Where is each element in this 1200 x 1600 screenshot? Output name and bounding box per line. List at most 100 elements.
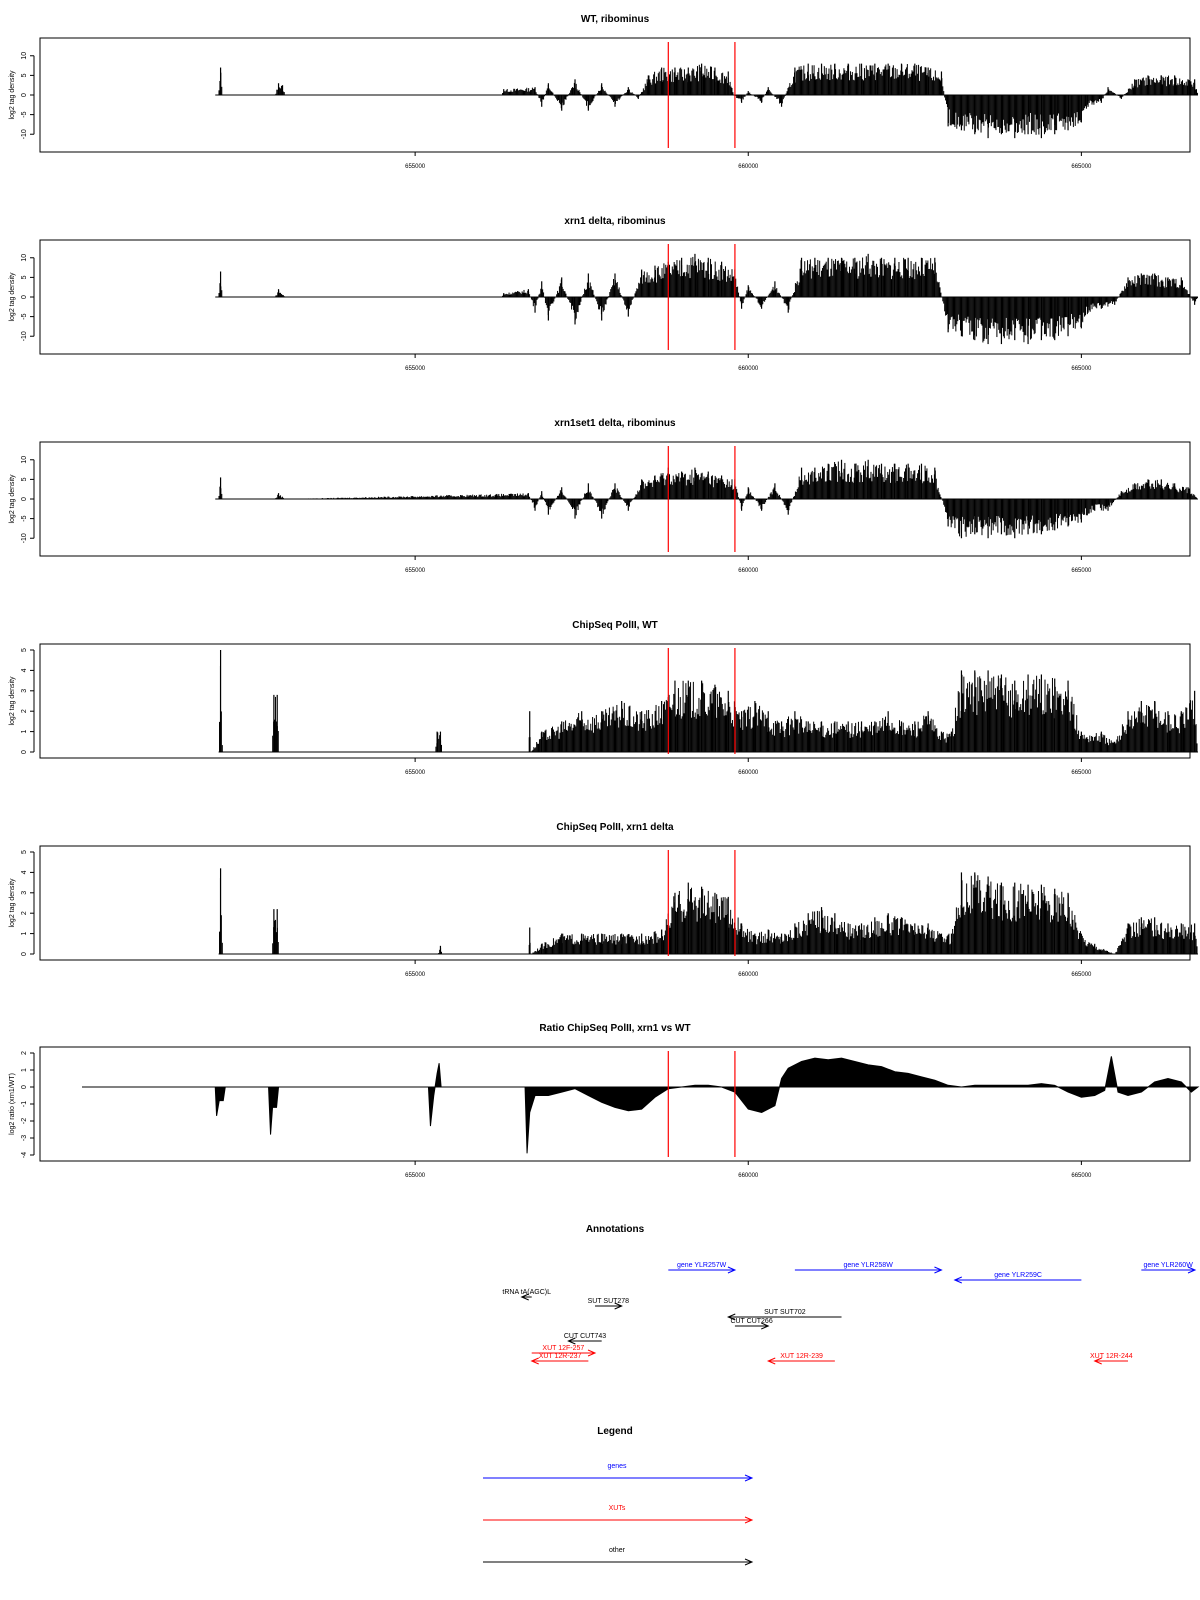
y-tick-label: 10 [21, 52, 28, 60]
xut-label: XUT 12R-237 [539, 1353, 582, 1360]
y-axis-label: log2 tag density [9, 878, 16, 928]
x-axis: 655000 660000 665000 [405, 354, 1092, 372]
x-tick-label: 665000 [1071, 366, 1092, 372]
signal-series [218, 253, 1198, 345]
gene-label: gene YLR260W [1144, 1262, 1194, 1269]
x-tick-label: 660000 [738, 164, 759, 170]
x-axis: 655000 660000 665000 [405, 556, 1092, 574]
y-tick-label: 3 [21, 891, 28, 895]
y-axis-label: log2 tag density [9, 474, 16, 524]
panel-title: xrn1set1 delta, ribominus [554, 418, 676, 429]
y-axis: 0 1 2 3 4 5 [21, 648, 35, 754]
x-tick-label: 660000 [738, 770, 759, 776]
y-tick-label: -5 [21, 515, 28, 521]
signal-series [219, 650, 1198, 752]
y-tick-label: 1 [21, 1068, 28, 1072]
panel-title: xrn1 delta, ribominus [564, 216, 666, 227]
signal-series [218, 459, 1198, 539]
y-tick-label: 5 [21, 477, 28, 481]
panel-title: ChipSeq PolII, xrn1 delta [556, 822, 674, 833]
x-tick-label: 660000 [738, 972, 759, 978]
gene-feature-4: gene YLR260W [1141, 1262, 1197, 1274]
legend-title: Legend [597, 1426, 633, 1437]
x-axis: 655000 660000 665000 [405, 758, 1092, 776]
y-tick-label: 2 [21, 1051, 28, 1055]
x-tick-label: 660000 [738, 1173, 759, 1179]
y-tick-label: 1 [21, 932, 28, 936]
x-axis: 655000 660000 665000 [405, 1161, 1092, 1179]
xut-label: XUT 12R-239 [780, 1353, 823, 1360]
legend-label: XUTs [609, 1505, 626, 1512]
y-tick-label: 3 [21, 689, 28, 693]
y-tick-label: 4 [21, 870, 28, 874]
legend-other: other [483, 1547, 754, 1566]
y-tick-label: 5 [21, 73, 28, 77]
y-axis-label: log2 ratio (xrn1/WT) [9, 1073, 16, 1135]
x-tick-label: 665000 [1071, 770, 1092, 776]
y-tick-label: 5 [21, 850, 28, 854]
x-axis: 655000 660000 665000 [405, 960, 1092, 978]
x-tick-label: 665000 [1071, 1173, 1092, 1179]
x-tick-label: 655000 [405, 164, 426, 170]
y-tick-label: -10 [21, 331, 28, 341]
signal-series [82, 1056, 1200, 1154]
y-tick-label: 2 [21, 911, 28, 915]
y-axis-label: log2 tag density [9, 272, 16, 322]
annotations-title: Annotations [586, 1224, 645, 1235]
y-axis: 2 1 0 -1 -2 -3 -4 [21, 1051, 35, 1158]
other-feature-1: tRNA tA(AGC)L [502, 1289, 551, 1301]
gene-label: gene YLR259C [994, 1272, 1042, 1279]
plot-frame [39, 1046, 1191, 1162]
annotations-panel: Annotations gene YLR257W gene YLR258Wgene… [502, 1224, 1197, 1365]
panel-title: WT, ribominus [581, 14, 650, 25]
legend-label: genes [607, 1463, 627, 1470]
y-tick-label: -3 [21, 1135, 28, 1141]
other-label: CUT CUT743 [564, 1333, 606, 1340]
gene-label: gene YLR258W [844, 1262, 894, 1269]
x-tick-label: 665000 [1071, 164, 1092, 170]
y-axis-label: log2 tag density [9, 676, 16, 726]
y-axis: 10 5 0 -5 -10 [21, 456, 35, 543]
legend-label: other [609, 1547, 626, 1554]
y-tick-label: 4 [21, 668, 28, 672]
other-feature-5: CUT CUT743 [564, 1333, 606, 1345]
gene-feature-3: gene YLR259C [953, 1272, 1082, 1284]
track-panel-5: ChipSeq PolII, xrn1 delta 0 1 2 3 4 5 log2 tag … [9, 822, 1198, 978]
plot-frame [39, 845, 1191, 961]
y-tick-label: -5 [21, 313, 28, 319]
x-tick-label: 665000 [1071, 568, 1092, 574]
legend-gene: genes [483, 1463, 754, 1482]
annotation-features: gene YLR257W gene YLR258W gene YLR259C gene… [502, 1262, 1197, 1365]
y-tick-label: 10 [21, 254, 28, 262]
other-label: SUT SUT278 [588, 1298, 630, 1305]
panel-title: ChipSeq PolII, WT [572, 620, 658, 631]
gene-feature-1: gene YLR257W [668, 1262, 737, 1274]
y-tick-label: 0 [21, 295, 28, 299]
y-tick-label: 0 [21, 1085, 28, 1089]
ratio-area [82, 1056, 1200, 1154]
x-tick-label: 655000 [405, 972, 426, 978]
y-axis: 10 5 0 -5 -10 [21, 52, 35, 139]
xut-feature-3: XUT 12R-239 [766, 1353, 835, 1365]
y-axis-label: log2 tag density [9, 70, 16, 120]
y-tick-label: 5 [21, 648, 28, 652]
xut-feature-2: XUT 12R-237 [530, 1353, 589, 1365]
x-tick-label: 660000 [738, 366, 759, 372]
track-panel-1: WT, ribominus 10 5 0 -5 -10 log2 tag density 65… [9, 14, 1198, 170]
x-tick-label: 655000 [405, 366, 426, 372]
gene-feature-2: gene YLR258W [794, 1262, 943, 1274]
track-panel-3: xrn1set1 delta, ribominus 10 5 0 -5 -10 log2 t… [9, 418, 1198, 574]
x-tick-label: 665000 [1071, 972, 1092, 978]
legend-panel: Legend genes XUTs other [483, 1426, 754, 1566]
x-axis: 655000 660000 665000 [405, 152, 1092, 170]
track-panel-6: Ratio ChipSeq PolII, xrn1 vs WT 2 1 0 -1 -2 -3… [9, 1023, 1200, 1179]
x-tick-label: 655000 [405, 1173, 426, 1179]
legend-items: genes XUTs other [483, 1463, 754, 1566]
x-tick-label: 655000 [405, 568, 426, 574]
signal-series [218, 63, 1198, 139]
track-panel-2: xrn1 delta, ribominus 10 5 0 -5 -10 log2 tag d… [9, 216, 1198, 372]
x-tick-label: 660000 [738, 568, 759, 574]
other-label: CUT CUT266 [730, 1318, 772, 1325]
